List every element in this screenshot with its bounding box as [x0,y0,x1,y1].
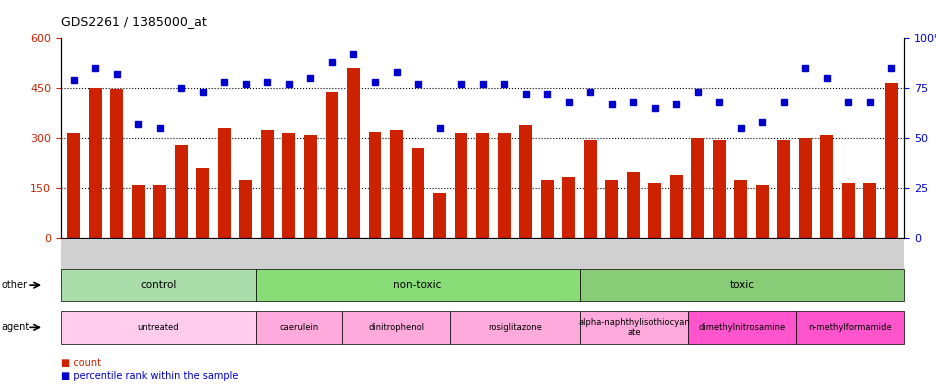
Bar [132,185,145,238]
Text: other: other [2,280,28,290]
Text: dimethylnitrosamine: dimethylnitrosamine [697,323,784,332]
Bar [261,130,273,238]
Bar [175,145,187,238]
Bar [797,138,811,238]
Bar [389,130,402,238]
Bar [648,183,661,238]
Bar [218,128,230,238]
Text: ■ count: ■ count [61,358,101,368]
Bar [67,133,80,238]
Bar [562,177,575,238]
Bar [755,185,768,238]
Bar [411,148,424,238]
Bar [89,88,102,238]
Bar [862,183,875,238]
Bar [884,83,897,238]
Bar [583,140,596,238]
Bar [605,180,618,238]
Bar [325,92,338,238]
Text: control: control [139,280,176,290]
Bar [626,172,639,238]
Text: dinitrophenol: dinitrophenol [368,323,424,332]
Bar [819,135,832,238]
Bar [712,140,724,238]
Bar [303,135,316,238]
Text: alpha-naphthylisothiocyan
ate: alpha-naphthylisothiocyan ate [578,318,689,337]
Text: toxic: toxic [729,280,753,290]
Bar [110,89,124,238]
Bar [240,180,252,238]
Text: non-toxic: non-toxic [393,280,442,290]
Text: ■ percentile rank within the sample: ■ percentile rank within the sample [61,371,238,381]
Text: caerulein: caerulein [279,323,318,332]
Bar [454,133,467,238]
Text: rosiglitazone: rosiglitazone [488,323,541,332]
Text: untreated: untreated [138,323,179,332]
Bar [734,180,746,238]
Bar [475,133,489,238]
Bar [432,193,446,238]
Text: agent: agent [2,322,30,333]
Bar [777,140,789,238]
Bar [497,133,510,238]
Bar [841,183,854,238]
Bar [346,68,359,238]
Bar [691,138,703,238]
Bar [368,132,381,238]
Bar [282,133,295,238]
Bar [540,180,553,238]
Text: GDS2261 / 1385000_at: GDS2261 / 1385000_at [61,15,207,28]
Text: n-methylformamide: n-methylformamide [808,323,891,332]
Bar [519,125,532,238]
Bar [669,175,682,238]
Bar [154,185,166,238]
Bar [197,168,209,238]
